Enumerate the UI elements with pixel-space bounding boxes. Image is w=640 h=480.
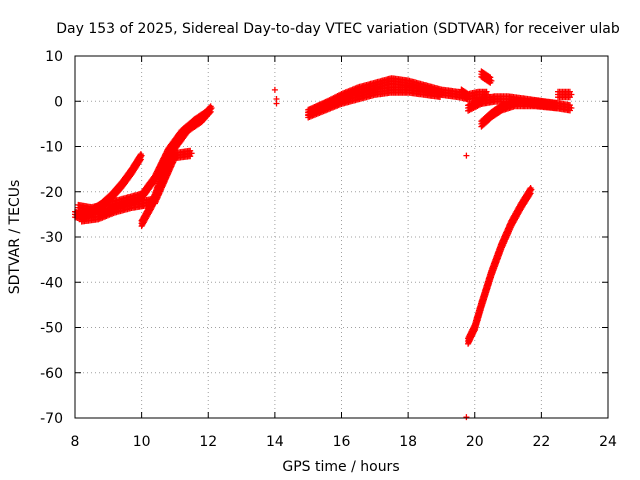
data-point	[485, 91, 492, 98]
x-axis-label: GPS time / hours	[282, 459, 399, 475]
x-tick-label: 20	[466, 434, 484, 450]
y-tick-label: 10	[45, 49, 63, 65]
data-point	[568, 105, 575, 111]
data-point	[463, 414, 470, 421]
x-tick-label: 14	[266, 434, 284, 450]
y-tick-label: -60	[40, 366, 63, 382]
data-point	[488, 77, 495, 84]
x-tick-label: 18	[399, 434, 417, 450]
y-tick-label: -40	[40, 275, 63, 291]
data-point	[527, 190, 534, 197]
x-tick-label: 10	[133, 434, 151, 450]
data-point	[438, 91, 445, 98]
x-tick-label: 24	[599, 434, 617, 450]
x-tick-label: 12	[199, 434, 217, 450]
data-point	[271, 86, 278, 93]
data-point	[137, 157, 144, 164]
data-point	[273, 100, 280, 107]
data-points	[72, 68, 575, 421]
y-axis-label: SDTVAR / TECUs	[7, 180, 23, 295]
y-tick-label: -20	[40, 185, 63, 201]
data-point	[208, 105, 215, 111]
data-point	[555, 102, 561, 109]
x-tick-label: 8	[71, 434, 80, 450]
data-point	[463, 152, 470, 159]
data-point	[137, 156, 144, 163]
y-axis-ticks: 10 0 -10 -20 -30 -40 -50 -60 -70	[40, 49, 608, 427]
data-point	[487, 74, 494, 81]
x-tick-label: 22	[532, 434, 550, 450]
data-point	[568, 91, 575, 98]
plot-frame	[74, 55, 609, 419]
data-point	[528, 186, 535, 193]
y-tick-label: -70	[40, 411, 63, 427]
y-tick-label: -30	[40, 230, 63, 246]
y-tick-label: -50	[40, 321, 63, 337]
x-tick-label: 16	[333, 434, 351, 450]
chart-title: Day 153 of 2025, Sidereal Day-to-day VTE…	[56, 21, 620, 37]
y-tick-label: 0	[54, 94, 63, 110]
grid-lines	[75, 56, 608, 418]
x-axis-ticks: 8 10 12 14 16 18 20 22 24	[71, 56, 617, 450]
data-point	[188, 150, 195, 157]
data-point	[526, 191, 533, 198]
data-point	[207, 108, 214, 115]
data-point	[486, 73, 493, 80]
data-point	[206, 109, 213, 116]
data-point	[469, 105, 476, 112]
data-point	[138, 152, 145, 159]
y-tick-label: -10	[40, 140, 63, 156]
